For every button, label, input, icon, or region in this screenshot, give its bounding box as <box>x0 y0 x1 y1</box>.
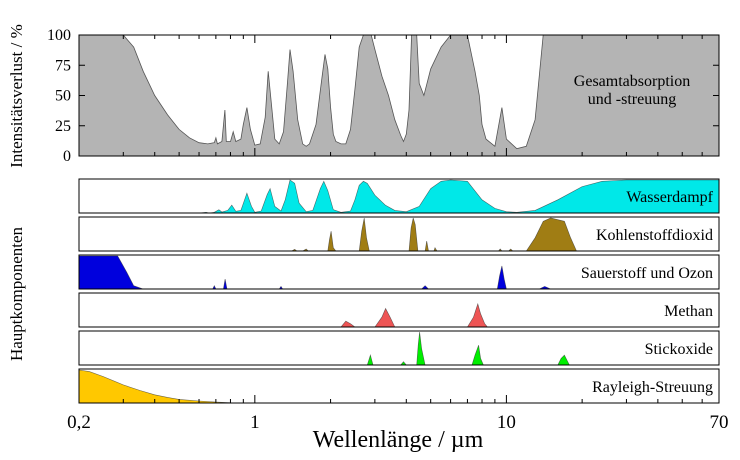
component-frame <box>78 330 720 366</box>
component-panel-Sauerstoff und Ozon: Sauerstoff und Ozon <box>78 254 720 290</box>
components-panels: Wasserdampf Kohlenstoffdioxid Sauerstoff u… <box>78 178 720 404</box>
component-panel-Wasserdampf: Wasserdampf <box>78 178 720 214</box>
component-frame <box>78 216 720 252</box>
x-tick-label: 1 <box>250 412 260 433</box>
x-axis-label: Wellenlänge / µm <box>313 427 484 453</box>
x-tick-label: 0,2 <box>67 412 91 433</box>
total-y-tick-label: 100 <box>47 27 71 44</box>
component-background <box>79 293 719 327</box>
component-label: Wasserdampf <box>626 189 713 206</box>
component-background <box>79 369 719 403</box>
component-panel-Rayleigh-Streuung: Rayleigh-Streuung <box>78 368 720 404</box>
total-y-tick-label: 0 <box>63 148 71 165</box>
x-tick-label: 70 <box>710 412 729 433</box>
component-panel-Methan: Methan <box>78 292 720 328</box>
component-frame <box>78 178 720 214</box>
total-y-tick-label: 75 <box>55 57 71 74</box>
component-outline-Wasserdampf <box>79 179 719 214</box>
component-frame <box>78 254 720 290</box>
component-frame <box>78 292 720 328</box>
component-panel-Stickoxide: Stickoxide <box>78 330 720 366</box>
component-label: Methan <box>664 303 713 320</box>
total-y-axis-label: Intensitätsverlust / % <box>7 24 26 168</box>
component-area-Rayleigh-Streuung <box>79 370 719 403</box>
component-background <box>79 217 719 251</box>
component-label: Rayleigh-Streuung <box>592 379 713 396</box>
component-outline-Methan <box>79 302 719 328</box>
x-tick-label: 10 <box>497 412 516 433</box>
component-frame <box>78 368 720 404</box>
total-label-line1: Gesamtabsorption <box>574 73 690 90</box>
component-background <box>79 255 719 289</box>
total-y-tick-label: 50 <box>55 88 71 105</box>
component-label: Stickoxide <box>645 341 713 358</box>
component-label: Kohlenstoffdioxid <box>596 227 713 244</box>
total-y-tick-label: 25 <box>55 118 71 135</box>
components-y-axis-label: Hauptkomponenten <box>7 226 26 361</box>
component-label: Sauerstoff und Ozon <box>581 265 713 282</box>
total-absorption-area <box>79 35 719 156</box>
total-absorption-outline <box>79 34 719 150</box>
component-panel-Kohlenstoffdioxid: Kohlenstoffdioxid <box>78 216 720 252</box>
x-axis: 0,2 1 10 70 <box>67 395 729 433</box>
total-label-line2: und -streuung <box>588 91 676 108</box>
component-area-Kohlenstoffdioxid <box>79 218 719 251</box>
component-area-Wasserdampf <box>79 180 719 213</box>
component-background <box>79 331 719 365</box>
